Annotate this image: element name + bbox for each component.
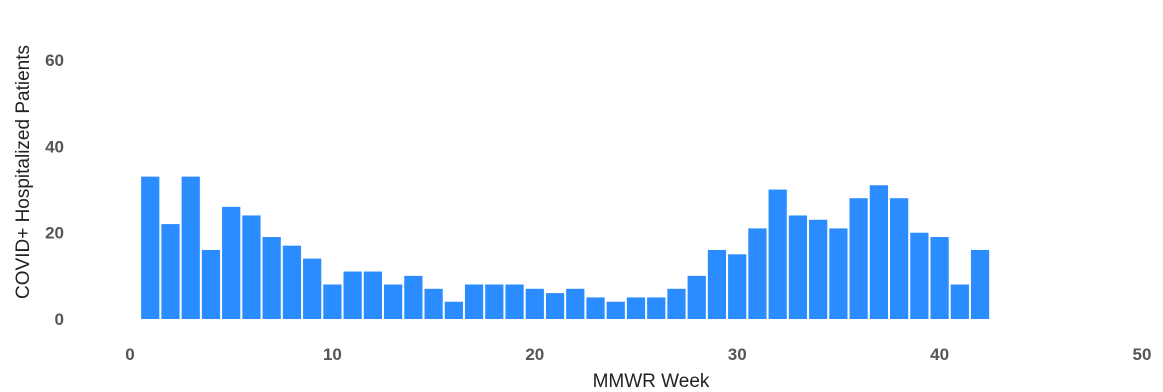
bar-week-4 <box>201 249 221 319</box>
y-tick-label: 20 <box>45 224 64 243</box>
bar-week-15 <box>424 288 443 319</box>
bar-week-39 <box>910 232 929 319</box>
bar-week-3 <box>181 176 200 319</box>
x-tick-label: 20 <box>525 345 544 364</box>
bar-week-8 <box>282 245 302 319</box>
bar-week-17 <box>464 284 484 319</box>
bar-week-32 <box>768 189 787 319</box>
bar-week-27 <box>667 288 686 319</box>
bar-week-25 <box>626 297 646 319</box>
y-axis-label: COVID+ Hospitalized Patients <box>13 45 34 299</box>
bar-week-37 <box>869 185 888 319</box>
bar-week-23 <box>586 297 605 319</box>
bar-week-1 <box>141 176 160 319</box>
bar-week-36 <box>849 198 868 319</box>
bars-group <box>141 176 990 319</box>
bar-week-9 <box>303 258 322 319</box>
x-axis-label: MMWR Week <box>593 371 710 392</box>
bar-week-34 <box>809 219 828 319</box>
bar-week-14 <box>404 275 423 319</box>
bar-week-42 <box>970 249 990 319</box>
bar-week-11 <box>343 271 362 319</box>
bar-week-33 <box>788 215 808 319</box>
bar-week-21 <box>545 293 565 319</box>
bar-week-10 <box>323 284 342 319</box>
bar-week-20 <box>525 288 544 319</box>
bar-week-18 <box>485 284 504 319</box>
bar-week-22 <box>566 288 585 319</box>
bar-week-29 <box>707 249 727 319</box>
y-tick-label: 60 <box>45 51 64 70</box>
bar-week-26 <box>647 297 666 319</box>
bar-week-13 <box>384 284 403 319</box>
y-tick-label: 0 <box>55 310 64 329</box>
bar-week-31 <box>748 228 767 319</box>
bar-week-35 <box>829 228 848 319</box>
x-tick-label: 40 <box>930 345 949 364</box>
bar-week-41 <box>950 284 969 319</box>
bar-week-6 <box>242 215 261 319</box>
bar-week-24 <box>606 301 625 319</box>
bar-week-28 <box>687 275 706 319</box>
bar-week-16 <box>444 301 463 319</box>
x-tick-label: 30 <box>728 345 747 364</box>
y-tick-label: 40 <box>45 137 64 156</box>
x-tick-label: 50 <box>1133 345 1152 364</box>
x-tick-labels: 0 10 20 30 40 50 <box>125 345 1151 364</box>
bar-week-5 <box>222 206 241 319</box>
bar-week-7 <box>262 237 281 319</box>
bar-week-40 <box>930 237 949 319</box>
bar-week-30 <box>728 254 747 319</box>
bar-week-12 <box>363 271 382 319</box>
x-tick-label: 10 <box>323 345 342 364</box>
bar-week-2 <box>161 224 180 319</box>
bar-week-19 <box>505 284 524 319</box>
y-tick-labels: 0 20 40 60 <box>45 51 64 329</box>
bar-week-38 <box>890 198 909 319</box>
x-tick-label: 0 <box>125 345 134 364</box>
